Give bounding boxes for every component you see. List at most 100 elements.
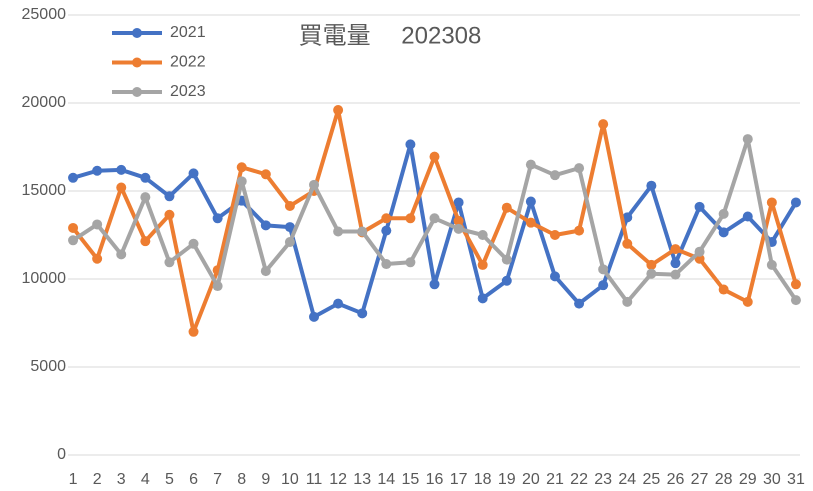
data-point	[405, 257, 416, 268]
data-point	[309, 311, 320, 322]
x-tick-label: 3	[117, 471, 126, 488]
x-tick-label: 11	[306, 471, 323, 488]
data-point	[333, 226, 344, 237]
data-point	[453, 215, 464, 226]
data-point	[236, 176, 247, 187]
data-point	[574, 163, 585, 174]
data-point	[574, 225, 585, 236]
data-point	[790, 295, 801, 306]
y-tick-label: 10000	[22, 270, 67, 287]
data-point	[429, 279, 440, 290]
data-point	[333, 298, 344, 309]
data-point	[333, 105, 344, 116]
y-tick-label: 20000	[22, 94, 67, 111]
data-point	[622, 212, 633, 223]
data-point	[646, 259, 657, 270]
data-point	[453, 223, 464, 234]
y-tick-label: 15000	[22, 182, 67, 199]
data-point	[405, 213, 416, 224]
data-point	[429, 213, 440, 224]
data-point	[694, 201, 705, 212]
y-tick-label: 0	[57, 446, 66, 463]
data-point	[381, 225, 392, 236]
data-point	[790, 279, 801, 290]
data-point	[357, 226, 368, 237]
x-tick-label: 17	[450, 471, 468, 488]
data-point	[670, 244, 681, 255]
legend-marker	[132, 87, 142, 97]
x-tick-label: 21	[546, 471, 564, 488]
data-point	[357, 308, 368, 319]
data-point	[766, 259, 777, 270]
x-tick-label: 25	[642, 471, 660, 488]
data-point	[549, 230, 560, 240]
data-point	[549, 271, 560, 282]
data-point	[766, 197, 777, 208]
x-tick-label: 1	[69, 471, 78, 488]
series-line	[72, 142, 798, 319]
data-point	[429, 151, 440, 162]
data-point	[381, 259, 392, 270]
x-tick-label: 23	[594, 471, 612, 488]
x-tick-label: 20	[522, 471, 540, 488]
data-point	[742, 296, 753, 307]
legend-label: 2021	[170, 24, 206, 41]
x-tick-label: 5	[165, 471, 174, 488]
x-tick-label: 9	[261, 471, 270, 488]
data-point	[622, 296, 633, 307]
data-point	[116, 164, 127, 175]
data-point	[525, 196, 536, 207]
data-point	[525, 159, 536, 170]
x-tick-label: 30	[763, 471, 781, 488]
data-point	[188, 168, 199, 179]
data-point	[549, 170, 560, 181]
data-point	[525, 217, 536, 228]
chart-title: 買電量 202308	[299, 22, 482, 49]
x-tick-label: 12	[329, 471, 347, 488]
data-point	[284, 222, 295, 233]
data-point	[212, 213, 223, 224]
data-point	[236, 162, 247, 173]
data-point	[670, 258, 681, 269]
x-tick-label: 15	[402, 471, 420, 488]
data-point	[477, 293, 488, 304]
data-point	[598, 280, 609, 291]
data-point	[92, 165, 103, 176]
x-tick-label: 24	[618, 471, 636, 488]
data-point	[742, 211, 753, 222]
data-point	[140, 236, 151, 247]
x-tick-label: 27	[691, 471, 709, 488]
data-point	[92, 253, 103, 264]
x-tick-label: 8	[237, 471, 246, 488]
x-tick-label: 29	[739, 471, 757, 488]
data-point	[260, 169, 271, 180]
data-point	[405, 139, 416, 150]
data-point	[381, 213, 392, 224]
data-point	[501, 275, 512, 286]
data-point	[622, 238, 633, 249]
data-point	[140, 192, 151, 203]
data-point	[598, 119, 609, 130]
legend-label: 2023	[170, 83, 206, 100]
data-point	[260, 220, 271, 231]
data-point	[694, 246, 705, 257]
legend-label: 2022	[170, 54, 206, 71]
data-point	[670, 269, 681, 280]
data-point	[116, 182, 127, 193]
x-tick-label: 7	[213, 471, 222, 488]
x-tick-label: 18	[474, 471, 492, 488]
data-point	[188, 326, 199, 337]
y-tick-label: 5000	[30, 358, 66, 375]
x-tick-label: 14	[377, 471, 395, 488]
data-point	[646, 180, 657, 191]
x-tick-label: 10	[281, 471, 299, 488]
data-point	[164, 191, 175, 202]
data-point	[646, 268, 657, 279]
x-tick-label: 2	[93, 471, 102, 488]
x-tick-label: 28	[715, 471, 733, 488]
x-tick-label: 16	[426, 471, 444, 488]
x-tick-label: 6	[189, 471, 198, 488]
data-point	[140, 172, 151, 183]
x-tick-label: 22	[570, 471, 588, 488]
